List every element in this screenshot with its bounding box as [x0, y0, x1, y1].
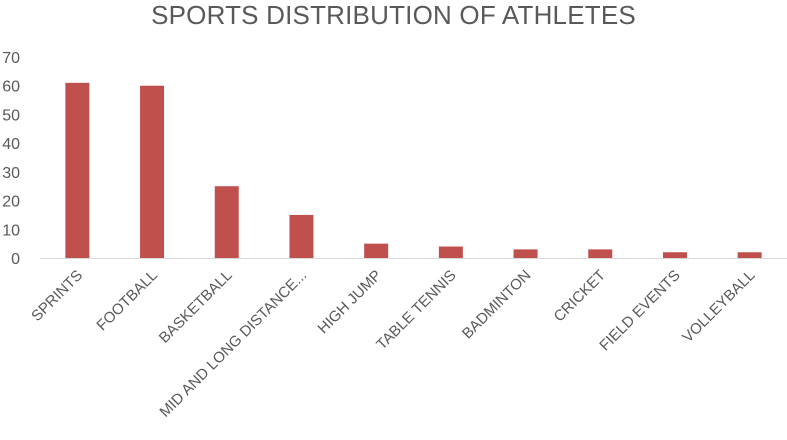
bar [513, 249, 538, 258]
x-tick-label: FIELD EVENTS [596, 267, 683, 354]
y-tick-label: 50 [2, 107, 20, 124]
y-tick-label: 0 [11, 251, 20, 268]
chart-title: SPORTS DISTRIBUTION OF ATHLETES [151, 0, 636, 30]
y-tick-label: 10 [2, 222, 20, 239]
y-tick-label: 40 [2, 136, 20, 153]
bar [662, 252, 687, 258]
bar [364, 243, 389, 258]
bar [140, 85, 165, 258]
bar [65, 82, 90, 258]
y-tick-label: 20 [2, 194, 20, 211]
bar [214, 186, 239, 258]
x-tick-label: CRICKET [550, 267, 609, 326]
bar [438, 246, 463, 258]
x-tick-label: BADMINTON [459, 267, 534, 342]
y-tick-label: 60 [2, 79, 20, 96]
x-tick-label: MID AND LONG DISTANCE... [156, 267, 310, 421]
y-tick-label: 70 [2, 50, 20, 67]
x-tick-label: FOOTBALL [93, 267, 160, 334]
x-tick-label: SPRINTS [28, 267, 86, 325]
bar [588, 249, 613, 258]
y-tick-label: 30 [2, 165, 20, 182]
x-tick-label: BASKETBALL [156, 267, 236, 347]
x-tick-label: HIGH JUMP [315, 267, 385, 337]
x-tick-label: VOLLEYBALL [679, 267, 758, 346]
x-tick-label: TABLE TENNIS [373, 267, 459, 353]
bar [289, 214, 314, 258]
bar [737, 252, 762, 258]
